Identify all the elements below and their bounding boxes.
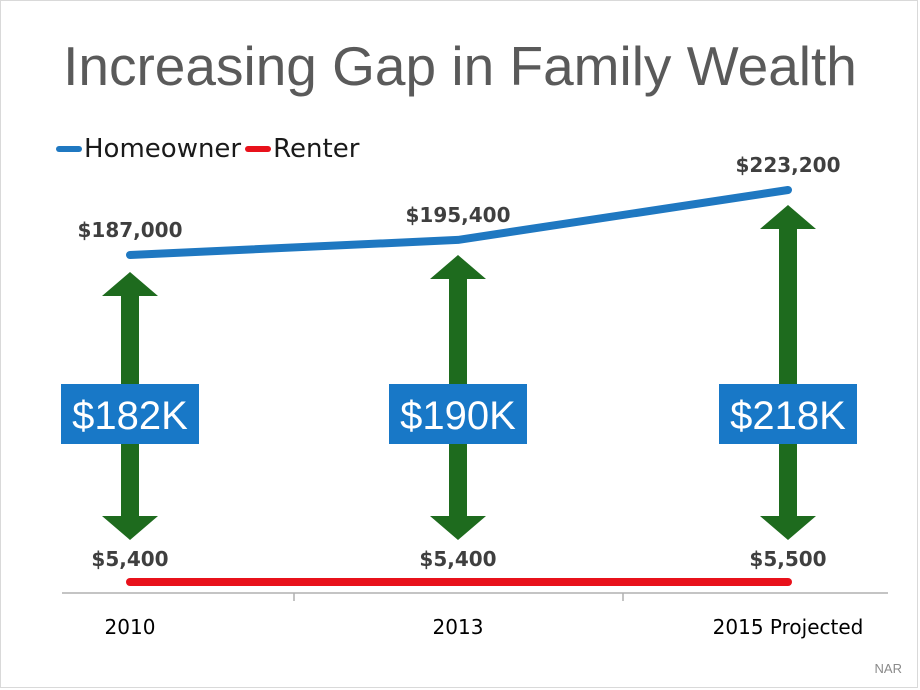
data-label-renter-0: $5,400	[91, 547, 168, 571]
legend-item-renter: Renter	[245, 134, 359, 164]
gap-label-2: $218K	[730, 394, 846, 438]
legend-item-homeowner: Homeowner	[56, 134, 241, 164]
legend-label-renter: Renter	[273, 134, 360, 164]
gap-label-1: $190K	[400, 394, 516, 438]
data-label-homeowner-1: $195,400	[405, 203, 510, 227]
data-label-renter-1: $5,400	[419, 547, 496, 571]
x-tick-label-1: 2013	[433, 615, 484, 639]
legend-swatch-homeowner	[56, 146, 82, 152]
gap-label-0: $182K	[72, 394, 188, 438]
gap-box-1	[389, 384, 527, 444]
series-line-homeowner	[126, 186, 792, 259]
legend-label-homeowner: Homeowner	[84, 134, 242, 164]
chart-title: Increasing Gap in Family Wealth	[63, 35, 857, 97]
gap-box-0	[61, 384, 199, 444]
legend: Homeowner Renter	[56, 134, 363, 164]
gap-box-2	[719, 384, 857, 444]
x-tick-label-2: 2015 Projected	[713, 615, 864, 639]
legend-swatch-renter	[245, 146, 272, 152]
data-label-homeowner-2: $223,200	[735, 153, 840, 177]
gap-arrow-2	[760, 205, 816, 540]
data-label-homeowner-0: $187,000	[77, 218, 182, 242]
data-label-renter-2: $5,500	[749, 547, 826, 571]
x-tick-label-0: 2010	[105, 615, 156, 639]
source-label: NAR	[874, 661, 902, 676]
